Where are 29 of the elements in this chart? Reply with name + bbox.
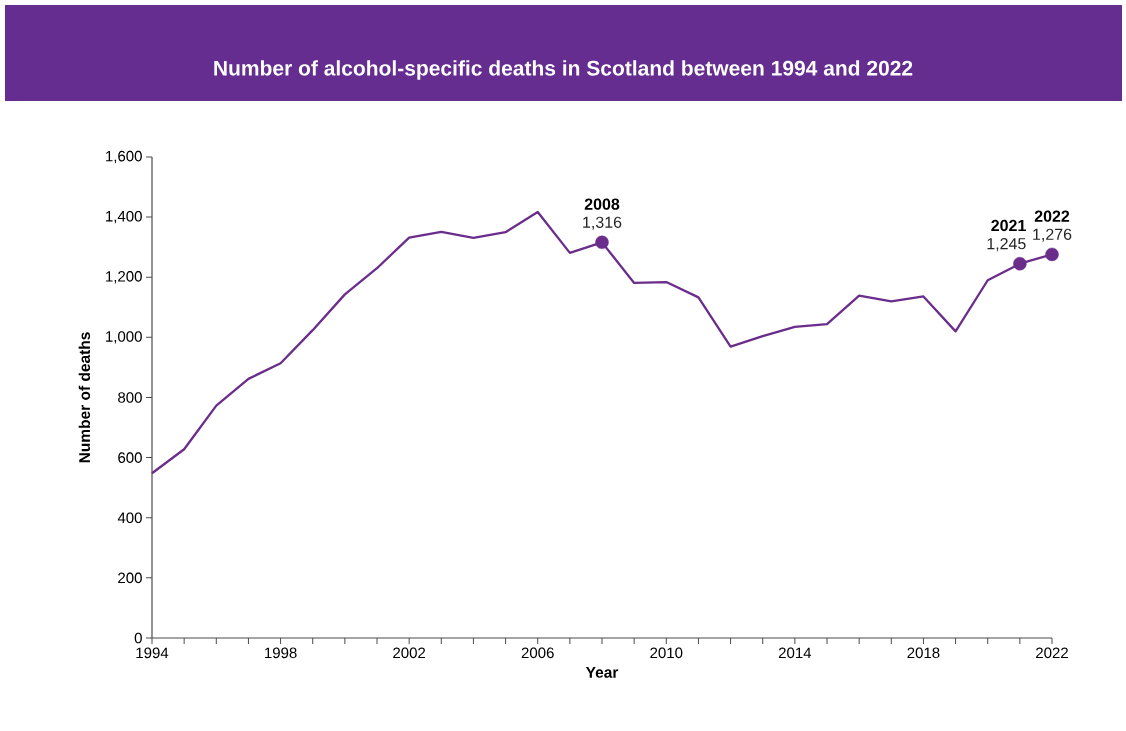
x-tick-label: 1998 — [265, 647, 297, 659]
x-tick-label: 2002 — [393, 647, 426, 659]
annotation: 2008 — [584, 198, 620, 210]
annotation: 2022 — [1034, 210, 1070, 222]
y-tick-label: 1,400 — [106, 210, 142, 224]
y-tick-label: 0 — [134, 632, 142, 644]
y-axis-title: Number of deaths — [78, 332, 91, 463]
x-tick-label: 1994 — [136, 647, 169, 659]
x-tick-label: 2018 — [907, 647, 940, 659]
x-tick-label: 2006 — [521, 647, 554, 659]
data-label: 1,316 — [583, 216, 622, 230]
y-tick-label: 1,600 — [106, 150, 142, 164]
y-tick-label: 1,200 — [106, 271, 142, 284]
point — [1013, 257, 1027, 271]
y-tick-label: 600 — [118, 452, 142, 463]
annotation: 2021 — [991, 219, 1026, 232]
y-tick-label: 800 — [118, 392, 142, 403]
chart-title: Number of alcohol-specific deaths in Scotland between 1994 and 2022 — [214, 60, 913, 80]
point — [595, 235, 609, 250]
data-label: 1,245 — [987, 237, 1026, 252]
y-tick-label: 400 — [117, 512, 142, 524]
point — [1045, 247, 1059, 262]
data-label: 1,276 — [1033, 228, 1072, 242]
y-tick-label: 1,000 — [106, 331, 142, 344]
x-tick-label: 2022 — [1036, 647, 1068, 659]
x-axis-title: Year — [585, 667, 619, 678]
y-tick-label: 200 — [118, 572, 142, 584]
x-tick-label: 2014 — [778, 647, 812, 659]
x-tick-label: 2010 — [650, 647, 683, 659]
